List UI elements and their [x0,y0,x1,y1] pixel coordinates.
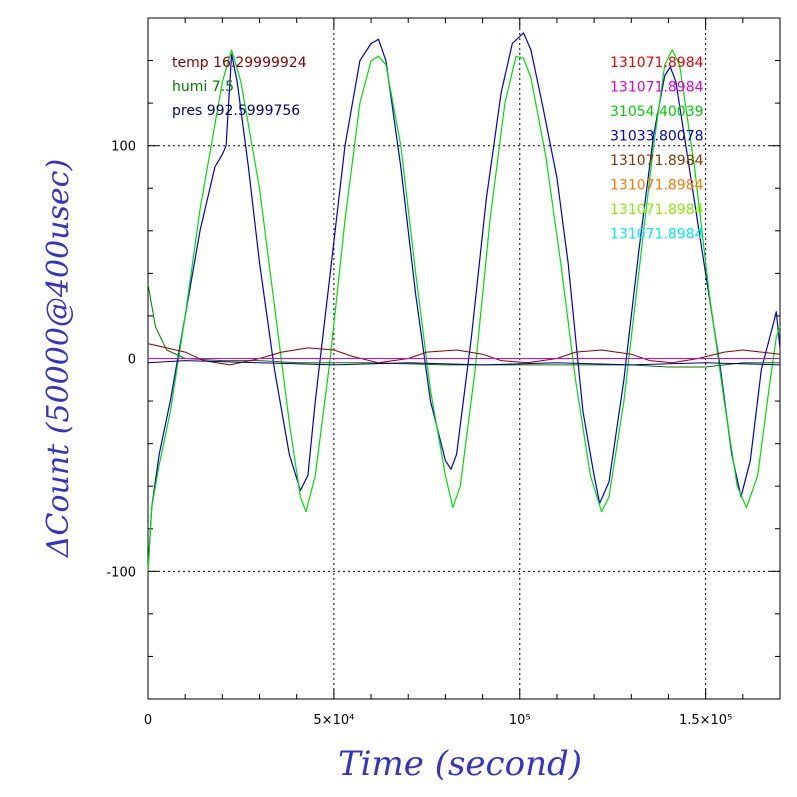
x-tick-label: 0 [144,713,152,728]
legend-right-entry: 131071.8984 [610,202,704,218]
series-line [147,343,781,366]
x-tick-label: 5×10⁴ [313,713,354,728]
legend-right-entry: 31033.80078 [610,129,704,145]
y-tick-label: -100 [106,565,136,580]
x-tick-label: 10⁵ [509,713,531,728]
y-tick-label: 100 [111,140,136,155]
tick-labels: 0 5×10⁴ 10⁵ 1.5×10⁵ -100 0 100 [106,140,732,728]
legend-left-entry: pres 992.5999756 [172,103,300,119]
legend-right-entry: 131071.8984 [610,153,704,169]
legend-right-entry: 131071.8984 [610,178,704,194]
legend-right-entry: 131071.8984 [610,80,704,96]
legend-right-entry: 131071.8984 [610,227,704,243]
series-line [147,49,781,572]
series-group [147,32,781,572]
legend-left-entry: temp 16.29999924 [172,55,307,71]
y-axis-label: ΔCount (50000@400usec) [41,159,76,558]
series-line [147,360,781,366]
legends: temp 16.29999924 humi 7.5 pres 992.5999756… [172,55,704,243]
legend-right-entry: 131071.8984 [610,55,704,71]
x-tick-label: 1.5×10⁵ [679,713,732,728]
series-line [147,283,780,368]
x-axis-label: Time (second) [338,744,582,784]
y-tick-label: 0 [128,353,136,368]
legend-left-entry: humi 7.5 [172,79,234,95]
series-line [147,32,781,572]
legend-right-entry: 31054.40039 [610,104,704,120]
